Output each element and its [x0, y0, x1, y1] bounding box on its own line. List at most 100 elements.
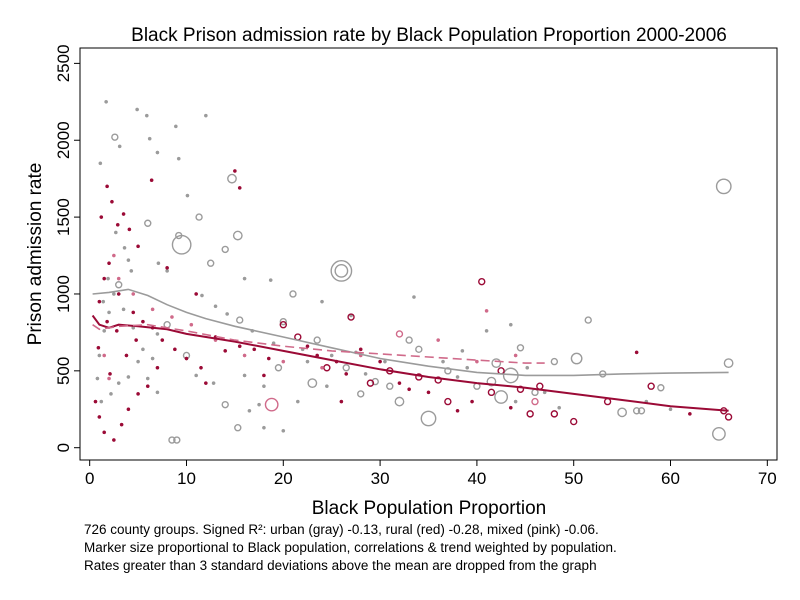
data-point-mixed: [131, 292, 136, 296]
data-point-urban: [145, 376, 150, 381]
data-point-urban: [194, 373, 199, 378]
data-point-urban: [173, 124, 178, 129]
data-point-rural: [102, 430, 107, 435]
data-point-urban: [334, 264, 349, 278]
data-point-urban: [632, 407, 641, 415]
data-point-rural: [634, 350, 639, 355]
y-tick-label: 2500: [54, 44, 73, 82]
data-point-urban: [236, 316, 244, 324]
data-point-rural: [141, 319, 145, 324]
data-point-rural: [107, 261, 111, 266]
data-point-urban: [550, 357, 559, 366]
data-point-rural: [119, 422, 124, 427]
data-point-urban: [460, 349, 465, 353]
data-point-rural: [127, 227, 132, 232]
data-point-urban: [320, 299, 324, 304]
y-tick-label: 500: [54, 357, 73, 385]
data-point-rural: [134, 338, 138, 342]
data-point-urban: [657, 384, 665, 392]
data-point-urban: [144, 113, 149, 118]
data-point-rural: [203, 381, 208, 385]
data-point-urban: [525, 365, 530, 370]
data-point-urban: [213, 304, 218, 309]
data-point-rural: [688, 412, 692, 416]
data-point-rural: [121, 212, 126, 216]
data-point-rural: [149, 178, 154, 183]
y-tick-label: 0: [54, 443, 73, 452]
data-point-urban: [494, 390, 509, 404]
data-point-mixed: [484, 309, 489, 313]
data-point-urban: [95, 376, 100, 381]
data-point-urban: [342, 364, 350, 372]
data-point-rural: [112, 438, 116, 442]
data-point-urban: [295, 399, 300, 404]
data-point-urban: [176, 156, 181, 161]
data-point-mixed: [531, 397, 539, 406]
data-point-urban: [155, 332, 160, 336]
data-point-rural: [194, 292, 199, 296]
x-tick-label: 0: [85, 469, 94, 488]
data-point-urban: [242, 373, 247, 378]
data-point-urban: [117, 144, 122, 149]
data-point-rural: [165, 265, 169, 270]
data-point-urban: [102, 329, 107, 333]
data-point-urban: [386, 382, 394, 390]
data-point-rural: [131, 310, 136, 315]
data-point-urban: [232, 230, 243, 241]
data-point-urban: [305, 359, 310, 364]
data-point-urban: [155, 150, 160, 155]
data-point-urban: [281, 428, 286, 433]
data-point-rural: [237, 186, 242, 190]
data-point-rural: [358, 347, 363, 352]
data-point-urban: [141, 347, 145, 352]
data-point-urban: [121, 307, 126, 312]
data-point-rural: [96, 345, 101, 350]
data-point-mixed: [264, 397, 279, 412]
data-point-urban: [107, 310, 111, 315]
data-point-urban: [227, 173, 237, 184]
data-point-urban: [444, 367, 452, 375]
data-point-rural: [470, 399, 474, 404]
data-point-rural: [266, 356, 271, 361]
data-point-urban: [557, 405, 562, 410]
data-point-rural: [99, 215, 104, 219]
footnote-line-1: 726 county groups. Signed R²: urban (gra…: [84, 522, 599, 537]
data-point-rural: [487, 388, 496, 397]
data-point-urban: [113, 230, 118, 235]
data-point-urban: [136, 359, 140, 364]
data-point-urban: [106, 276, 110, 281]
data-point-urban: [147, 136, 152, 141]
data-point-rural: [102, 276, 107, 281]
data-point-urban: [225, 312, 229, 316]
data-point-urban: [109, 392, 113, 396]
data-point-rural: [173, 347, 177, 352]
x-tick-label: 30: [371, 469, 390, 488]
data-point-rural: [478, 277, 486, 286]
data-point-urban: [668, 407, 673, 412]
data-point-urban: [383, 359, 387, 364]
data-point-urban: [584, 316, 592, 324]
data-point-mixed: [116, 276, 121, 281]
data-point-rural: [105, 184, 109, 189]
data-point-urban: [203, 113, 208, 118]
data-point-urban: [98, 161, 103, 166]
data-point-urban: [99, 399, 104, 404]
data-point-urban: [486, 376, 497, 387]
data-point-urban: [112, 292, 116, 296]
data-point-urban: [129, 269, 134, 273]
data-point-urban: [268, 278, 273, 282]
data-point-urban: [115, 281, 123, 289]
data-point-urban: [104, 99, 108, 104]
data-point-rural: [114, 329, 119, 333]
data-point-rural: [344, 372, 349, 376]
data-point-rural: [262, 373, 266, 378]
data-point-urban: [200, 293, 204, 298]
data-point-rural: [570, 417, 578, 426]
data-point-rural: [184, 356, 189, 361]
trend-line-rural: [91, 314, 729, 412]
data-point-urban: [211, 381, 216, 385]
x-tick-label: 60: [661, 469, 680, 488]
data-points: [93, 99, 734, 444]
footnote-line-2: Marker size proportional to Black popula…: [84, 540, 617, 555]
